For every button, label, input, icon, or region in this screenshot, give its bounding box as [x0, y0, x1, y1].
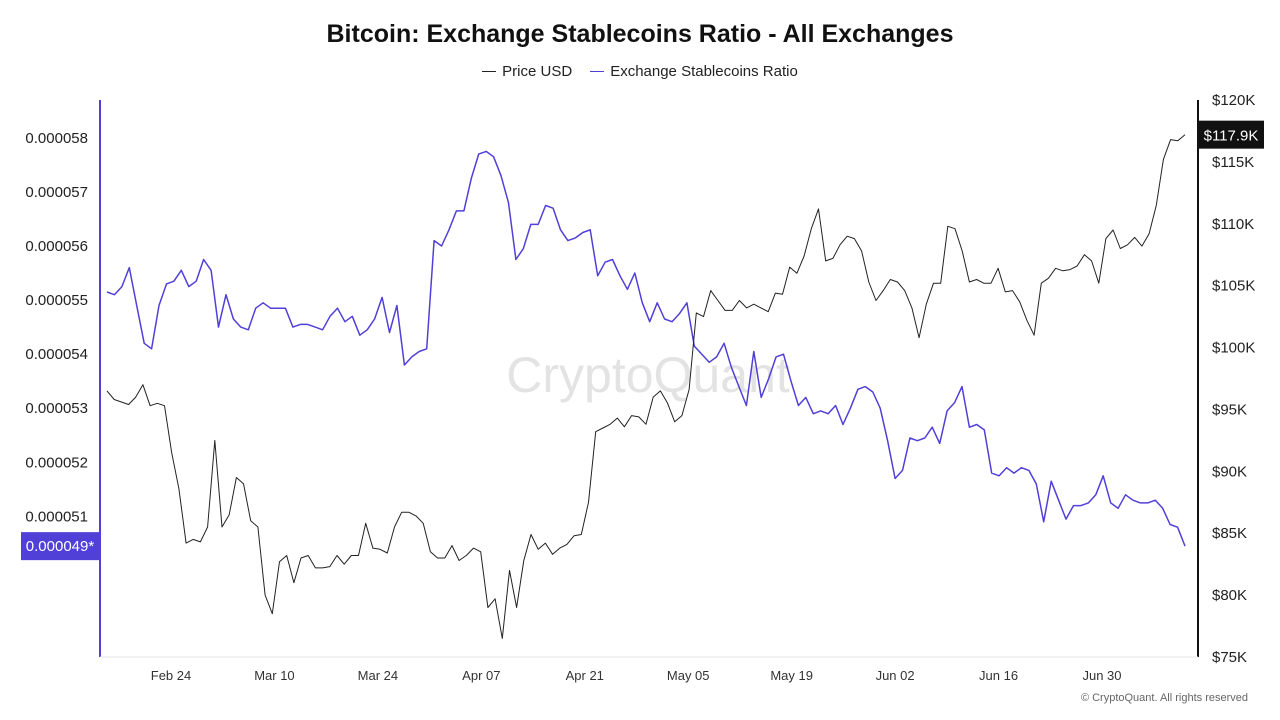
ratio-series-line — [106, 150, 1186, 547]
x-tick-label: Feb 24 — [151, 668, 191, 683]
x-tick-label: Jun 02 — [876, 668, 915, 683]
right-current-value-label: $117.9K — [1204, 128, 1259, 145]
x-tick-label: Jun 16 — [979, 668, 1018, 683]
x-tick-label: Apr 21 — [566, 668, 604, 683]
left-current-value-box — [21, 532, 100, 561]
left-tick-label: 0.000054 — [25, 346, 88, 363]
x-tick-label: Apr 07 — [462, 668, 500, 683]
legend-swatch-price — [482, 71, 497, 72]
x-tick-label: Mar 24 — [358, 668, 398, 683]
right-tick-label: $95K — [1212, 401, 1247, 418]
x-tick-label: Mar 10 — [254, 668, 294, 683]
left-current-value-label: 0.000049* — [26, 538, 95, 555]
right-tick-label: $115K — [1212, 154, 1254, 171]
legend-label-ratio: Exchange Stablecoins Ratio — [610, 63, 798, 80]
legend-swatch-ratio — [590, 71, 605, 72]
right-tick-label: $105K — [1212, 278, 1255, 295]
legend-item-price[interactable]: Price USD — [482, 63, 572, 80]
right-tick-label: $75K — [1212, 649, 1247, 666]
left-tick-label: 0.000056 — [25, 238, 88, 255]
x-tick-label: May 05 — [667, 668, 710, 683]
chart-legend: Price USD Exchange Stablecoins Ratio — [0, 63, 1280, 80]
x-tick-label: May 19 — [770, 668, 813, 683]
right-tick-label: $100K — [1212, 340, 1255, 357]
right-current-value-box — [1199, 120, 1264, 149]
left-tick-label: 0.000058 — [25, 130, 88, 147]
left-tick-label: 0.000052 — [25, 454, 88, 471]
x-tick-label: Jun 30 — [1082, 668, 1121, 683]
legend-item-ratio[interactable]: Exchange Stablecoins Ratio — [590, 63, 798, 80]
legend-label-price: Price USD — [502, 63, 573, 80]
right-tick-label: $110K — [1212, 216, 1254, 233]
chart-title: Bitcoin: Exchange Stablecoins Ratio - Al… — [326, 20, 954, 48]
left-tick-label: 0.000055 — [25, 292, 88, 309]
copyright-notice: © CryptoQuant. All rights reserved — [1080, 692, 1248, 704]
price-series-line — [106, 134, 1186, 639]
right-tick-label: $90K — [1212, 463, 1247, 480]
left-tick-label: 0.000057 — [25, 184, 88, 201]
left-tick-label: 0.000053 — [25, 400, 88, 417]
right-tick-label: $80K — [1212, 587, 1247, 604]
right-tick-label: $85K — [1212, 525, 1247, 542]
watermark: CryptoQuant — [506, 347, 790, 403]
left-tick-label: 0.000051 — [25, 508, 88, 525]
right-tick-label: $120K — [1212, 92, 1255, 109]
